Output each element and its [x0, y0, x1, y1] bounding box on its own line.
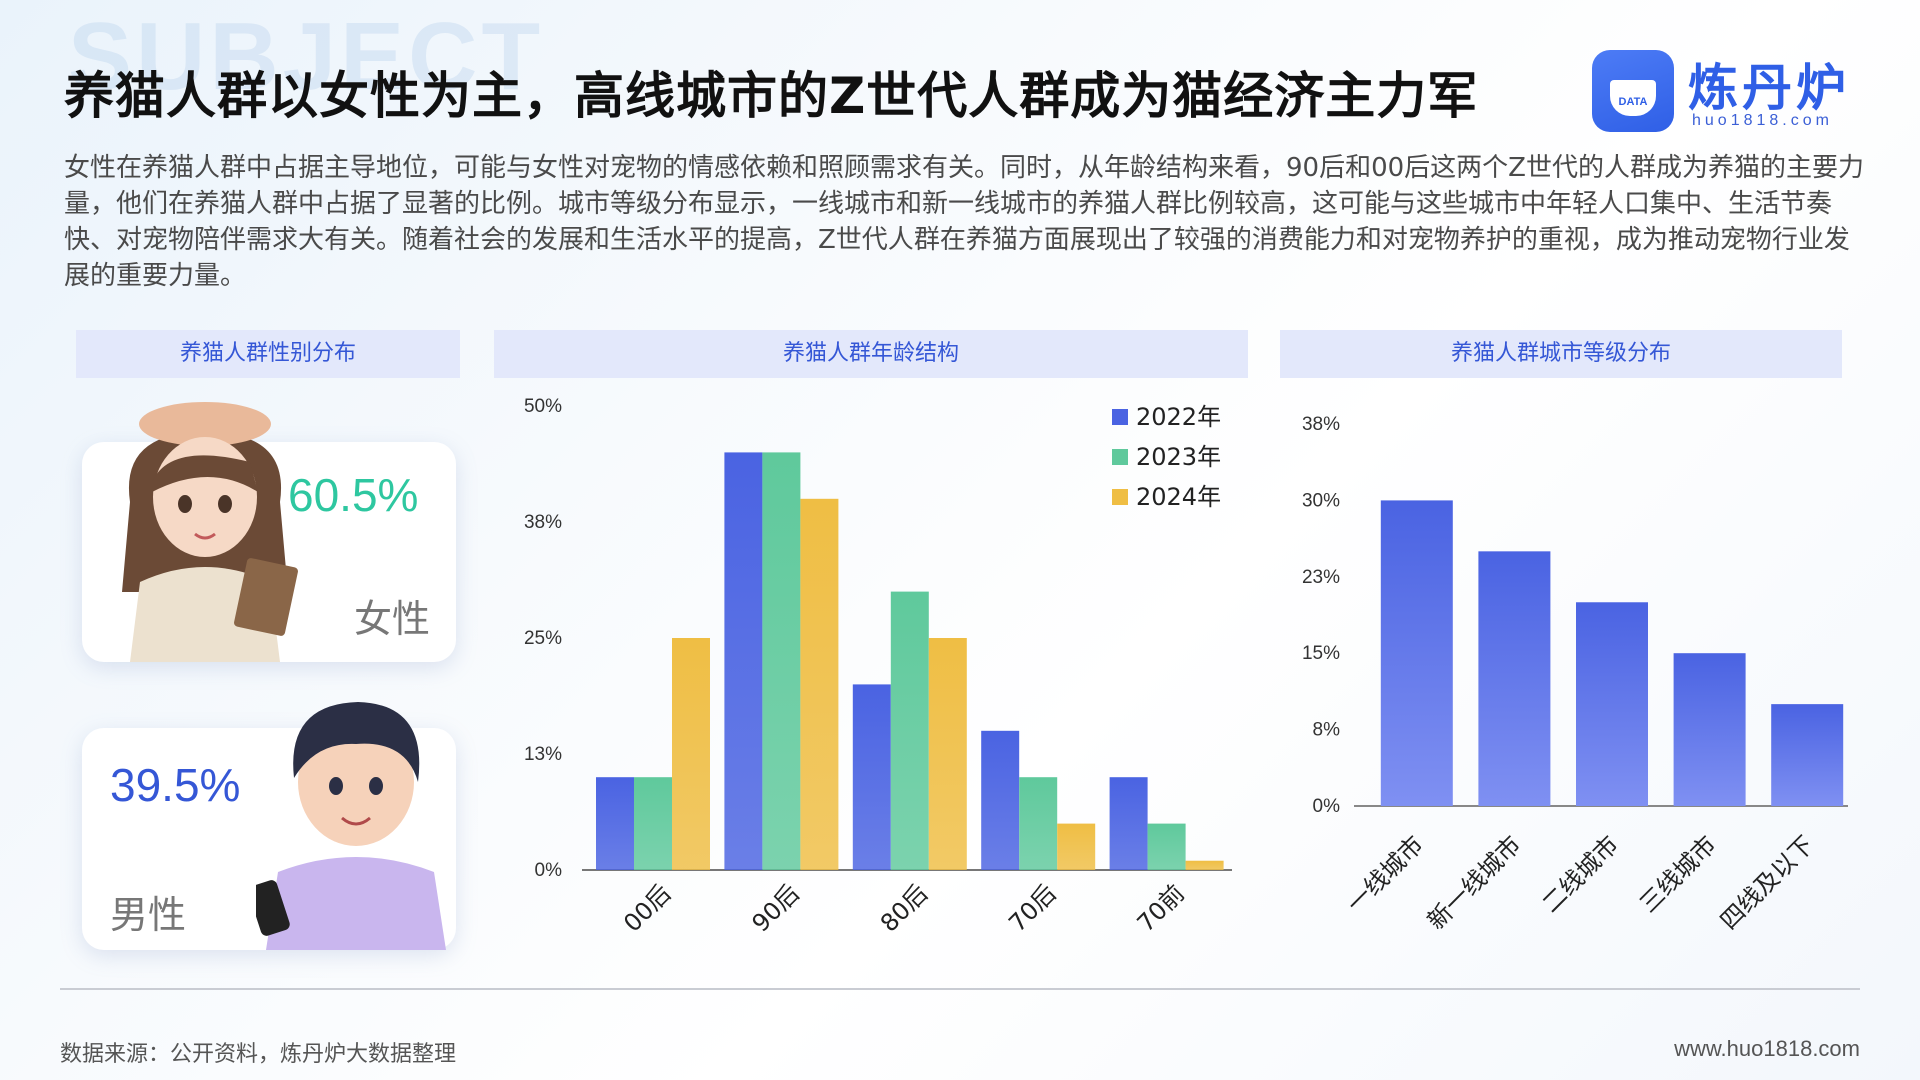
x-tick-label: 70前: [1132, 879, 1190, 937]
cup-icon: [1610, 80, 1656, 116]
male-percent: 39.5%: [110, 759, 241, 811]
y-tick-label: 13%: [524, 744, 562, 765]
x-tick-label: 四线及以下: [1715, 830, 1820, 935]
bar-2024年: [928, 638, 967, 870]
bar-2024年: [1185, 860, 1224, 870]
y-tick-label: 0%: [1313, 796, 1341, 817]
bar-2023年: [1019, 777, 1058, 870]
x-tick-label: 00后: [618, 879, 676, 937]
y-tick-label: 15%: [1302, 643, 1340, 664]
x-tick-label: 新一线城市: [1422, 830, 1527, 935]
bar-二线城市: [1576, 602, 1648, 806]
x-tick-label: 80后: [875, 879, 933, 937]
legend-label: 2023年: [1136, 443, 1221, 471]
bar-2023年: [762, 452, 801, 870]
y-tick-label: 25%: [524, 628, 562, 649]
subject-watermark: SUBJECT: [68, 3, 545, 110]
y-tick-label: 0%: [535, 860, 563, 881]
y-tick-label: 50%: [524, 396, 562, 417]
bar-2022年: [981, 730, 1020, 870]
male-avatar-icon: [256, 702, 446, 950]
x-tick-label: 二线城市: [1537, 830, 1625, 918]
bar-2022年: [724, 452, 763, 870]
brand-badge-text: DATA: [1618, 96, 1648, 108]
bar-三线城市: [1673, 653, 1746, 806]
y-tick-label: 8%: [1313, 720, 1341, 741]
female-percent: 60.5%: [288, 469, 419, 521]
bar-一线城市: [1380, 500, 1453, 806]
bar-2023年: [634, 777, 672, 870]
brand-badge-icon: DATA: [1592, 50, 1674, 132]
age-panel-header: 养猫人群年龄结构: [494, 330, 1248, 378]
male-label: 男性: [110, 893, 187, 937]
y-tick-label: 30%: [1302, 490, 1340, 511]
gender-panel-header: 养猫人群性别分布: [76, 330, 460, 378]
bar-新一线城市: [1478, 551, 1551, 806]
legend-label: 2022年: [1136, 403, 1221, 431]
y-tick-label: 23%: [1302, 567, 1340, 588]
x-tick-label: 一线城市: [1341, 830, 1429, 918]
bar-2024年: [672, 638, 710, 870]
y-tick-label: 38%: [1302, 414, 1340, 435]
brand-name: 炼丹炉: [1688, 59, 1850, 117]
description: 女性在养猫人群中占据主导地位，可能与女性对宠物的情感依赖和照顾需求有关。同时，从…: [64, 153, 1864, 291]
age-chart: 0% 13% 25% 38% 50% 00后 90后 80后 70后 70前 2022年 2023年 2…: [524, 396, 1232, 938]
brand-url: huo1818.com: [1692, 112, 1833, 129]
bar-2022年: [596, 777, 634, 870]
footer-divider: [60, 988, 1860, 990]
city-panel-header: 养猫人群城市等级分布: [1280, 330, 1842, 378]
legend-label: 2024年: [1136, 483, 1221, 511]
bar-2022年: [852, 684, 891, 870]
bar-2022年: [1109, 777, 1148, 870]
female-label: 女性: [354, 597, 431, 641]
y-tick-label: 38%: [524, 512, 562, 533]
bar-2023年: [890, 591, 929, 870]
female-avatar-icon: [122, 402, 298, 662]
site-url[interactable]: www.huo1818.com: [1674, 1036, 1860, 1061]
x-tick-label: 三线城市: [1634, 830, 1722, 918]
x-tick-label: 90后: [747, 879, 805, 937]
legend-swatch: [1112, 409, 1128, 425]
bar-2024年: [1057, 823, 1096, 870]
bar-2024年: [800, 498, 839, 870]
legend-swatch: [1112, 489, 1128, 505]
source-note: 数据来源：公开资料，炼丹炉大数据整理: [60, 1042, 457, 1067]
bar-四线及以下: [1771, 704, 1844, 806]
brand-logo[interactable]: DATA 炼丹炉 huo1818.com: [1592, 48, 1872, 134]
page-title: 养猫人群以女性为主，高线城市的Z世代人群成为猫经济主力军: [64, 67, 1479, 125]
bar-2023年: [1147, 823, 1186, 870]
x-tick-label: 70后: [1003, 879, 1061, 937]
legend-swatch: [1112, 449, 1128, 465]
